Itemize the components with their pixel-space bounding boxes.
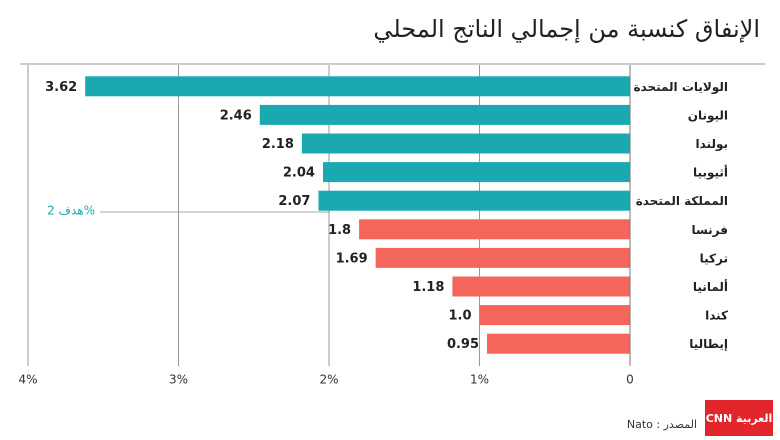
value-label: 1.18 bbox=[412, 280, 444, 295]
x-tick-label: 4% bbox=[18, 373, 37, 387]
source: المصدر : Nato bbox=[627, 418, 697, 431]
value-label: 1.69 bbox=[336, 251, 368, 266]
logo: CNN العربية bbox=[706, 412, 773, 425]
value-label: 2.07 bbox=[278, 194, 310, 209]
bar bbox=[322, 162, 630, 183]
bar bbox=[452, 276, 630, 297]
bar bbox=[487, 333, 630, 354]
category-label: بولندا bbox=[696, 137, 728, 152]
value-label: 2.04 bbox=[283, 166, 315, 181]
value-label: 2.46 bbox=[220, 108, 252, 123]
category-label: اليونان bbox=[688, 108, 728, 123]
value-label: 1.8 bbox=[328, 223, 351, 238]
x-tick-label: 3% bbox=[169, 373, 188, 387]
value-label: 0.95 bbox=[447, 337, 479, 352]
value-label: 3.62 bbox=[45, 80, 77, 95]
value-label: 2.18 bbox=[262, 137, 294, 152]
value-label: 1.0 bbox=[448, 309, 471, 324]
logo-box bbox=[705, 400, 773, 436]
bar bbox=[318, 190, 630, 211]
bar bbox=[375, 247, 630, 268]
target-annotation: هدف 2% bbox=[47, 204, 95, 218]
x-tick-label: 2% bbox=[319, 373, 338, 387]
x-tick-label: 1% bbox=[470, 373, 489, 387]
category-label: المملكة المتحدة bbox=[636, 194, 728, 208]
bar bbox=[85, 76, 630, 97]
bar bbox=[259, 104, 630, 125]
category-label: الولايات المتحدة bbox=[633, 80, 728, 95]
category-label: ألمانيا bbox=[693, 279, 728, 294]
category-label: كندا bbox=[705, 309, 728, 323]
chart-title: الإنفاق كنسبة من إجمالي الناتج المحلي bbox=[373, 15, 760, 44]
category-label: فرنسا bbox=[691, 223, 728, 237]
category-label: إيطاليا bbox=[689, 337, 728, 351]
bar bbox=[301, 133, 630, 154]
category-label: أثيوبيا bbox=[693, 165, 728, 181]
bar bbox=[359, 219, 630, 240]
x-tick-label: 0 bbox=[626, 373, 634, 387]
bar bbox=[479, 305, 630, 326]
category-label: تركيا bbox=[700, 251, 728, 265]
